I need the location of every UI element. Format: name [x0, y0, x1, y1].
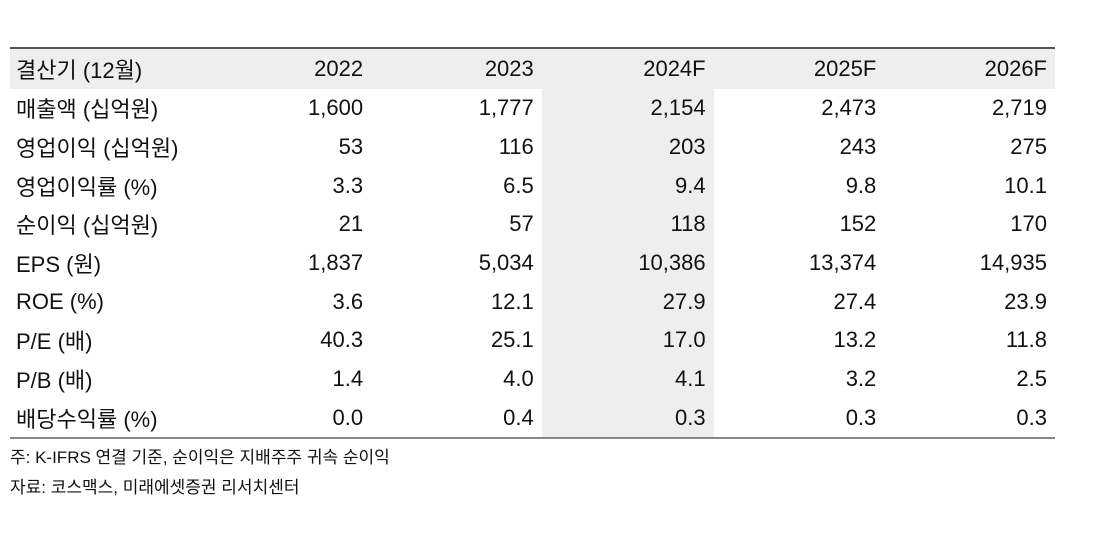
row-label: 순이익 (십억원) [16, 213, 159, 239]
financial-summary-table: 결산기 (12월) 2022 2023 2024F 2025F 2026F 매출… [10, 47, 1055, 440]
cell-2023: 57 [509, 211, 534, 237]
cell-2025f: 9.8 [845, 172, 877, 198]
cell-2025f: 13,374 [808, 250, 877, 276]
cell-2026f: 11.8 [1005, 327, 1047, 353]
row-label: EPS (원) [16, 252, 102, 278]
table-row-dividend-yield: 배당수익률 (%) 0.0 0.4 0.3 0.3 0.3 [10, 398, 1055, 440]
header-year-2026f: 2026F [884, 47, 1055, 89]
header-label: 결산기 (12월) [10, 47, 201, 89]
header-year-2025f: 2025F [713, 47, 885, 89]
table-row-eps: EPS (원) 1,837 5,034 10,386 13,374 14,935 [10, 243, 1055, 283]
cell-2022: 3.3 [332, 172, 364, 198]
cell-2023: 6.5 [503, 172, 534, 198]
cell-2026f: 14,935 [979, 250, 1047, 276]
cell-2023: 1,777 [478, 95, 534, 121]
cell-2025f: 13.2 [833, 327, 877, 353]
table-row-roe: ROE (%) 3.6 12.1 27.9 27.4 23.9 [10, 282, 1055, 322]
header-row: 결산기 (12월) 2022 2023 2024F 2025F 2026F [10, 47, 1055, 89]
cell-2022: 53 [338, 134, 364, 160]
footnote: 주: K-IFRS 연결 기준, 순이익은 지배주주 귀속 순이익 [10, 448, 390, 467]
row-label: 영업이익률 (%) [16, 174, 158, 200]
cell-2024f: 10,386 [541, 243, 714, 283]
cell-2026f: 2,719 [991, 95, 1047, 121]
header-year-2022: 2022 [200, 47, 372, 89]
table-row-pe: P/E (배) 40.3 25.1 17.0 13.2 11.8 [10, 321, 1055, 360]
row-label: 배당수익률 (%) [10, 398, 201, 440]
table-row-net-income: 순이익 (십억원) 21 57 118 152 170 [10, 205, 1055, 244]
row-label: 영업이익 (십억원) [16, 136, 179, 162]
cell-2025f: 3.2 [845, 366, 877, 392]
header-year-2023: 2023 [371, 47, 542, 89]
cell-2022: 1,837 [308, 250, 364, 276]
cell-2024f: 0.3 [541, 398, 714, 440]
row-label: 매출액 (십억원) [16, 97, 159, 123]
cell-2025f: 2,473 [821, 95, 877, 121]
cell-2022: 0.0 [200, 398, 372, 440]
cell-2024f: 4.1 [541, 359, 714, 399]
table-row-revenue: 매출액 (십억원) 1,600 1,777 2,154 2,473 2,719 [10, 89, 1055, 128]
header-year-2024f: 2024F [541, 47, 714, 89]
cell-2022: 21 [338, 211, 364, 237]
cell-2024f: 9.4 [541, 166, 714, 206]
cell-2022: 3.6 [332, 288, 364, 314]
row-label: P/B (배) [16, 368, 93, 394]
cell-2022: 1.4 [332, 366, 364, 392]
cell-2022: 1,600 [308, 95, 364, 121]
cell-2023: 0.4 [371, 398, 542, 440]
row-label: ROE (%) [16, 288, 104, 314]
cell-2026f: 23.9 [1004, 288, 1047, 314]
cell-2025f: 243 [839, 134, 877, 160]
table-row-operating-margin: 영업이익률 (%) 3.3 6.5 9.4 9.8 10.1 [10, 166, 1055, 206]
cell-2026f: 2.5 [1016, 366, 1047, 392]
cell-2026f: 10.1 [1004, 172, 1047, 198]
cell-2026f: 275 [1010, 134, 1047, 160]
cell-2024f: 2,154 [541, 89, 714, 128]
table-notes: 주: K-IFRS 연결 기준, 순이익은 지배주주 귀속 순이익 자료: 코스… [10, 443, 390, 503]
financial-summary-table-wrapper: 결산기 (12월) 2022 2023 2024F 2025F 2026F 매출… [10, 47, 1055, 440]
cell-2024f: 118 [541, 205, 714, 244]
cell-2025f: 152 [839, 211, 877, 237]
cell-2023: 25.1 [490, 327, 534, 353]
cell-2022: 40.3 [320, 327, 364, 353]
row-label: P/E (배) [16, 329, 93, 355]
table-row-operating-profit: 영업이익 (십억원) 53 116 203 243 275 [10, 127, 1055, 167]
cell-2023: 12.1 [490, 288, 534, 314]
table-row-pb: P/B (배) 1.4 4.0 4.1 3.2 2.5 [10, 359, 1055, 399]
cell-2024f: 17.0 [541, 321, 714, 360]
cell-2026f: 0.3 [884, 398, 1055, 440]
cell-2024f: 27.9 [541, 282, 714, 322]
cell-2026f: 170 [1010, 211, 1047, 237]
cell-2025f: 27.4 [833, 288, 877, 314]
cell-2023: 4.0 [503, 366, 534, 392]
source-note: 자료: 코스맥스, 미래에셋증권 리서치센터 [10, 478, 300, 497]
cell-2025f: 0.3 [713, 398, 885, 440]
cell-2023: 5,034 [478, 250, 534, 276]
cell-2023: 116 [498, 134, 534, 160]
cell-2024f: 203 [541, 127, 714, 167]
